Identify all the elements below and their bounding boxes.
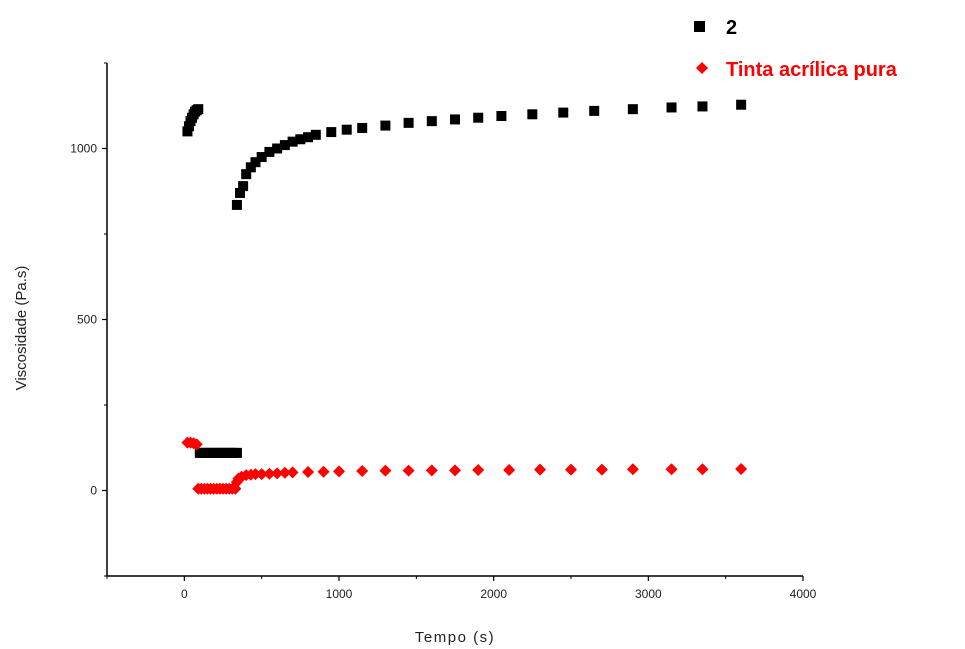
legend-label-series-2: 2 [726, 17, 737, 39]
data-point [402, 464, 415, 477]
data-point [450, 114, 460, 125]
data-point [295, 134, 306, 145]
data-point [235, 187, 246, 198]
data-point [697, 101, 708, 112]
y-tick-label: 500 [77, 313, 97, 327]
x-tick-label: 3000 [635, 587, 662, 601]
data-point [425, 464, 438, 477]
data-point [190, 438, 203, 451]
data-point [271, 467, 284, 480]
x-tick-label: 1000 [326, 587, 353, 601]
x-tick-label: 4000 [790, 587, 817, 601]
data-point [426, 116, 437, 127]
legend-label-series-tinta: Tinta acrílica pura [726, 59, 898, 81]
data-point [302, 466, 315, 479]
data-point [565, 463, 577, 476]
data-point [357, 122, 368, 133]
data-point [534, 463, 547, 476]
data-point [231, 447, 242, 458]
data-point [735, 462, 748, 475]
data-point [182, 126, 193, 137]
data-point [496, 111, 507, 122]
data-point [241, 169, 252, 180]
data-point [666, 102, 677, 113]
series-2 [182, 99, 747, 458]
data-point [449, 464, 461, 477]
data-point [250, 157, 261, 168]
data-point [379, 464, 392, 477]
series-layer [181, 99, 748, 495]
data-point [326, 127, 337, 138]
data-point [303, 132, 314, 143]
data-point [527, 109, 538, 120]
data-point [255, 468, 268, 481]
data-point [595, 463, 608, 476]
data-point [696, 463, 709, 476]
data-point [380, 120, 391, 131]
x-ticks: 0 1000 2000 3000 4000 [106, 576, 817, 601]
data-point [249, 468, 262, 481]
data-point [341, 124, 352, 135]
y-axis-label: Viscosidade (Pa.s) [13, 266, 30, 391]
data-point [272, 143, 283, 154]
data-point [626, 463, 639, 476]
data-point [231, 199, 242, 210]
data-point [287, 136, 298, 147]
data-point [503, 463, 516, 476]
axes [106, 63, 803, 577]
data-point [264, 146, 275, 157]
data-point [193, 104, 204, 115]
legend: 2 Tinta acrílica pura [694, 17, 898, 81]
data-point [286, 466, 299, 479]
x-axis-label: Tempo (s) [415, 629, 495, 646]
data-point [589, 105, 600, 116]
data-point [627, 104, 638, 115]
legend-marker-series-2 [694, 21, 705, 32]
data-point [278, 466, 291, 479]
series-tinta-acrilica-pura [181, 436, 748, 495]
data-point [238, 181, 249, 192]
data-point [472, 463, 485, 476]
data-point [473, 112, 484, 123]
data-point [665, 463, 678, 476]
x-tick-label: 2000 [480, 587, 507, 601]
data-point [310, 129, 321, 140]
data-point [356, 465, 369, 478]
y-tick-label: 0 [90, 484, 97, 498]
data-point [403, 117, 414, 128]
data-point [256, 152, 267, 163]
data-point [279, 140, 290, 151]
data-point [317, 465, 330, 478]
y-ticks: 0 500 1000 [70, 62, 107, 577]
data-point [263, 467, 276, 480]
data-point [558, 107, 569, 118]
data-point [183, 121, 194, 132]
data-point [245, 162, 256, 173]
legend-marker-series-tinta [696, 62, 708, 74]
data-point [736, 99, 747, 110]
x-tick-label: 0 [181, 587, 188, 601]
data-point [333, 465, 345, 478]
y-tick-label: 1000 [70, 142, 97, 156]
